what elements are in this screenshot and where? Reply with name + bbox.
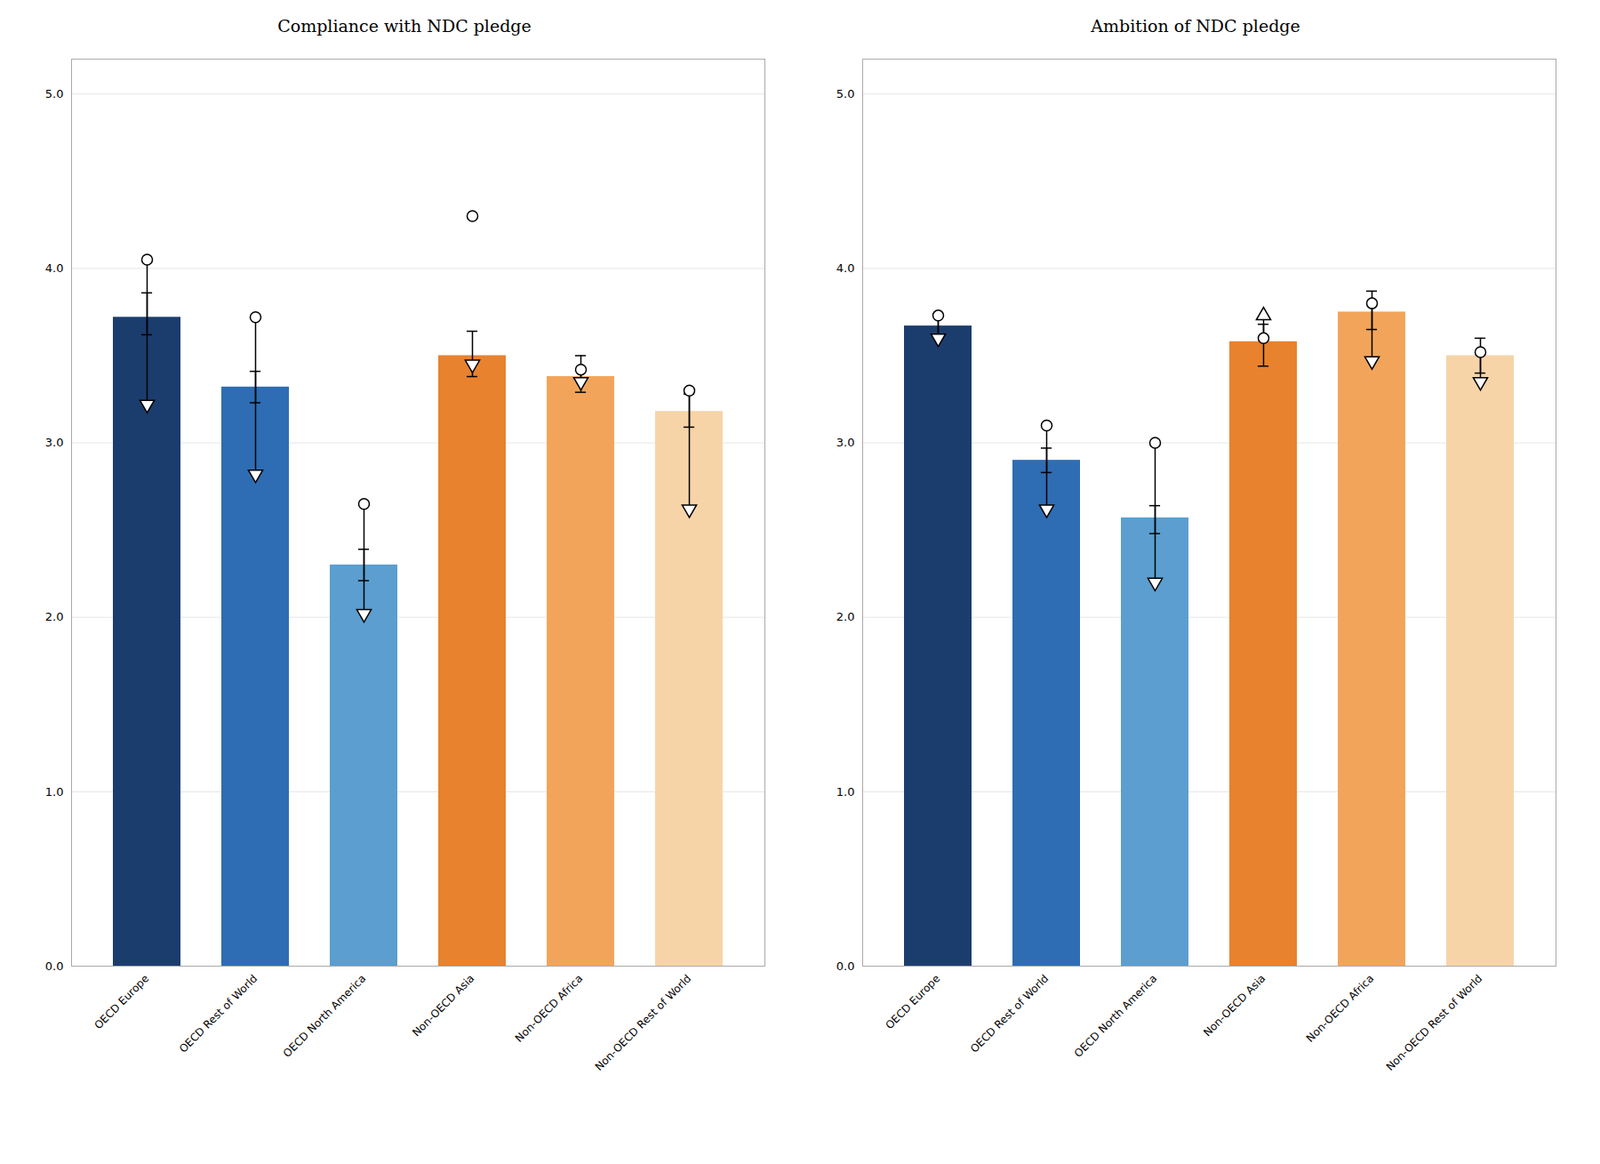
svg-text:5.0: 5.0	[45, 87, 64, 101]
svg-text:Non-OECD Africa: Non-OECD Africa	[512, 971, 586, 1045]
svg-text:Non-OECD Asia: Non-OECD Asia	[409, 971, 477, 1039]
svg-text:OECD North America: OECD North America	[280, 971, 369, 1060]
html-text:Compliance with NDC pledge: Compliance with NDC pledge	[277, 16, 532, 36]
svg-text:4.0: 4.0	[836, 261, 856, 275]
svg-text:OECD Europe: OECD Europe	[882, 971, 943, 1032]
svg-text:OECD Rest of World: OECD Rest of World	[176, 971, 260, 1055]
html-text:Ambition of NDC pledge: Ambition of NDC pledge	[1090, 16, 1301, 36]
svg-text:5.0: 5.0	[836, 87, 856, 101]
svg-text:Non-OECD Asia: Non-OECD Asia	[1200, 971, 1268, 1039]
svg-text:0.0: 0.0	[45, 959, 64, 973]
svg-text:3.0: 3.0	[836, 435, 856, 449]
svg-text:OECD Europe: OECD Europe	[91, 971, 152, 1032]
svg-text:Non-OECD Rest of World: Non-OECD Rest of World	[1384, 971, 1486, 1073]
svg-text:0.0: 0.0	[836, 959, 856, 973]
svg-text:Non-OECD Africa: Non-OECD Africa	[1304, 971, 1377, 1045]
svg-text:3.0: 3.0	[45, 435, 64, 449]
svg-text:1.0: 1.0	[45, 784, 64, 799]
svg-text:OECD Rest of World: OECD Rest of World	[968, 971, 1051, 1055]
svg-text:2.0: 2.0	[45, 609, 64, 624]
svg-text:Non-OECD Rest of World: Non-OECD Rest of World	[592, 971, 695, 1073]
svg-text:OECD North America: OECD North America	[1072, 971, 1160, 1060]
svg-text:4.0: 4.0	[45, 261, 64, 275]
svg-text:2.0: 2.0	[836, 609, 856, 624]
svg-text:1.0: 1.0	[836, 784, 856, 799]
